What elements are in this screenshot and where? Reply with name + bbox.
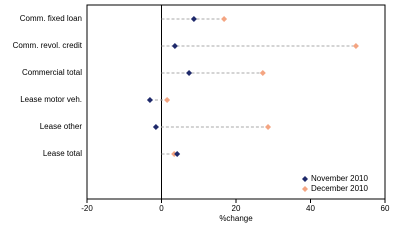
dot-marker: [352, 43, 359, 49]
y-tick-label: Comm. revol. credit: [13, 41, 83, 50]
dot-marker: [146, 97, 153, 103]
legend-marker: [302, 186, 308, 192]
legend-label: November 2010: [311, 174, 368, 183]
dot-marker: [221, 16, 228, 22]
dot-marker: [171, 43, 178, 49]
x-tick-label: 20: [232, 204, 241, 213]
x-tick-label: 0: [159, 204, 164, 213]
x-axis-label: %change: [219, 214, 253, 223]
dot-marker: [174, 151, 181, 157]
y-tick-label: Lease total: [43, 149, 82, 158]
plot-frame: [86, 4, 386, 200]
dot-marker: [164, 97, 171, 103]
y-tick-label: Comm. fixed loan: [20, 14, 82, 23]
legend-label: December 2010: [311, 184, 368, 193]
dot-marker: [152, 124, 159, 130]
legend-marker: [302, 176, 308, 182]
x-tick-label: 60: [381, 204, 390, 213]
x-tick-label: 40: [306, 204, 315, 213]
dot-marker: [190, 16, 197, 22]
dot-marker: [265, 124, 272, 130]
y-tick-label: Lease other: [40, 122, 83, 131]
dot-marker: [186, 70, 193, 76]
y-tick-label: Lease motor veh.: [20, 95, 82, 104]
x-tick-label: -20: [81, 204, 93, 213]
chart: %change -20 0 20 40 60 Comm. fixed loan Comm. …: [13, 4, 390, 223]
dot-marker: [259, 70, 266, 76]
y-tick-label: Commercial total: [22, 68, 82, 77]
